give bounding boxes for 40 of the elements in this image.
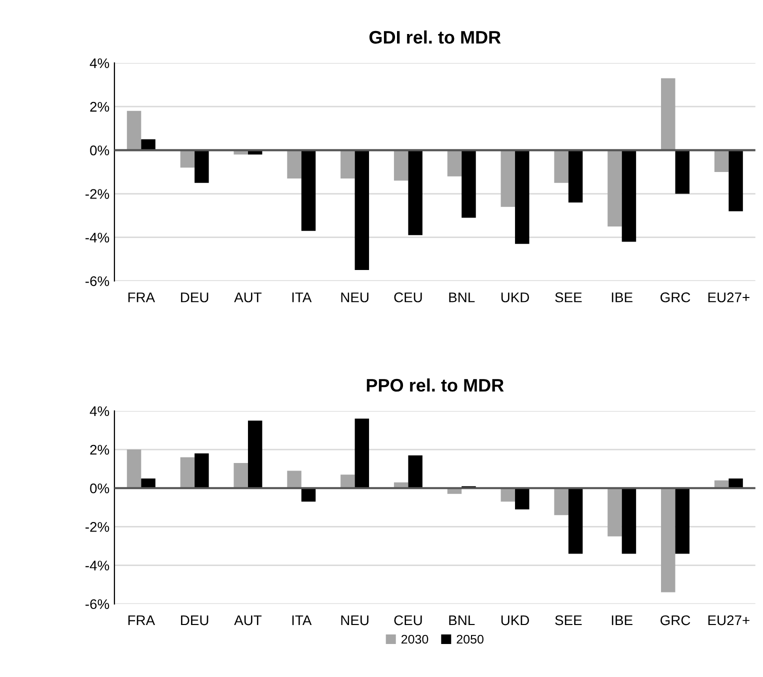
- x-tick-label: FRA: [128, 616, 156, 626]
- y-tick-label: 2%: [90, 102, 110, 112]
- chart-title: PPO rel. to MDR: [366, 378, 504, 392]
- x-tick-label: AUT: [234, 292, 262, 302]
- x-tick-label: GRC: [660, 292, 690, 302]
- y-tick-label: 2%: [90, 444, 110, 455]
- y-tick-label: -4%: [86, 560, 110, 570]
- y-tick-label: 4%: [90, 58, 110, 68]
- y-tick-label: -6%: [86, 599, 110, 610]
- x-tick-label: NEU: [341, 616, 368, 626]
- chart-title: GDI rel. to MDR: [369, 30, 501, 44]
- y-tick-label: -6%: [86, 276, 110, 286]
- x-tick-label: FRA: [128, 292, 156, 302]
- x-tick-label: EU27+: [708, 292, 750, 302]
- x-tick-label: SEE: [555, 615, 582, 626]
- x-tick-label: GRC: [660, 615, 690, 626]
- x-tick-label: AUT: [234, 616, 262, 626]
- x-tick-label: EU27+: [708, 615, 750, 626]
- x-tick-label: CEU: [394, 615, 422, 626]
- x-tick-label: BNL: [449, 616, 475, 626]
- x-tick-label: SEE: [555, 292, 582, 302]
- x-tick-label: CEU: [394, 292, 422, 302]
- y-tick-label: -2%: [86, 189, 110, 199]
- x-tick-label: DEU: [181, 616, 208, 626]
- y-tick-label: 4%: [90, 406, 110, 416]
- x-tick-label: NEU: [341, 292, 368, 302]
- x-tick-label: UKD: [501, 616, 530, 626]
- legend-label: 2050: [456, 634, 484, 644]
- x-tick-label: IBE: [612, 292, 632, 302]
- x-tick-label: DEU: [181, 292, 208, 302]
- x-tick-label: ITA: [292, 292, 312, 302]
- y-tick-label: 0%: [90, 483, 110, 494]
- y-tick-label: -2%: [86, 522, 110, 532]
- x-tick-label: UKD: [501, 292, 530, 302]
- x-tick-label: IBE: [612, 616, 632, 626]
- y-tick-label: 0%: [90, 145, 110, 156]
- x-tick-label: BNL: [449, 292, 475, 302]
- x-tick-label: ITA: [292, 616, 312, 626]
- legend-label: 2030: [401, 634, 428, 644]
- y-tick-label: -4%: [86, 232, 110, 242]
